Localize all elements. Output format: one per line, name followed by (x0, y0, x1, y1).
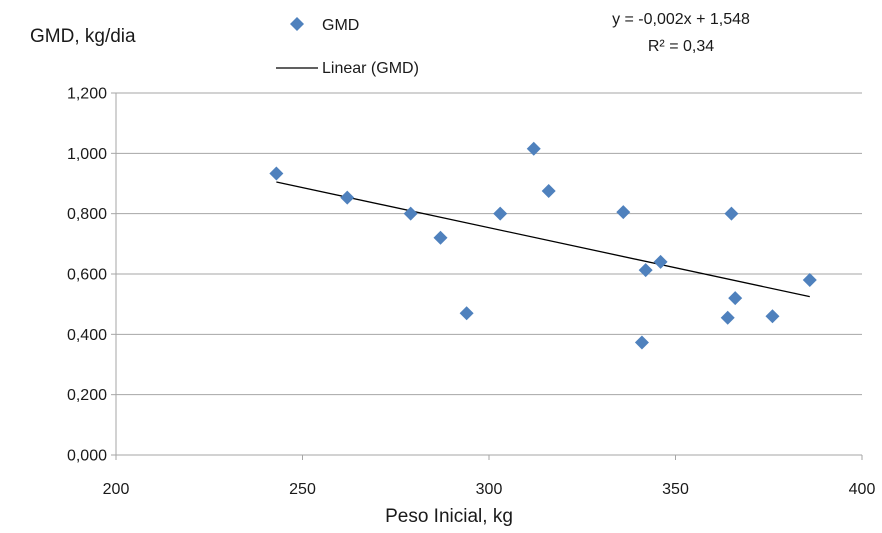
data-point-marker (541, 184, 556, 199)
legend-gmd-label: GMD (322, 17, 359, 34)
data-point-marker (638, 263, 653, 278)
data-point-marker (493, 206, 508, 221)
y-tick-label: 0,400 (67, 327, 107, 344)
y-tick-labels: 0,000 0,200 0,400 0,600 0,800 1,000 1,200 (67, 86, 116, 465)
x-tick-label: 300 (476, 481, 503, 498)
data-point-marker (340, 190, 355, 205)
y-axis-title: GMD, kg/dia (30, 26, 136, 47)
data-point-marker (459, 306, 474, 321)
x-tick-label: 250 (289, 481, 316, 498)
data-point-marker (802, 273, 817, 288)
legend: GMD Linear (GMD) (276, 17, 419, 77)
x-tick-label: 400 (849, 481, 876, 498)
data-point-marker (403, 206, 418, 221)
data-point-marker (269, 166, 284, 181)
trendline-group (276, 181, 810, 298)
x-tick-label: 350 (662, 481, 689, 498)
data-point-marker (765, 309, 780, 324)
legend-trendline-label: Linear (GMD) (322, 60, 419, 77)
data-point-marker (653, 254, 668, 269)
y-tick-label: 1,000 (67, 146, 107, 163)
trendline-equation: y = -0,002x + 1,548 R² = 0,34 (612, 11, 750, 55)
y-tick-label: 0,200 (67, 387, 107, 404)
y-tick-label: 0,000 (67, 448, 107, 465)
data-point-marker (728, 291, 743, 306)
data-point-marker (634, 335, 649, 350)
x-tick-labels: 200 250 300 350 400 (103, 455, 876, 498)
data-point-marker (616, 205, 631, 220)
r-squared-label: R² = 0,34 (648, 38, 714, 55)
trendline (276, 181, 810, 298)
x-axis-title: Peso Inicial, kg (385, 506, 513, 527)
equation-label: y = -0,002x + 1,548 (612, 11, 750, 28)
gridlines (116, 92, 862, 396)
data-point-marker (720, 310, 735, 325)
data-point-marker (724, 206, 739, 221)
x-tick-label: 200 (103, 481, 130, 498)
data-points (269, 141, 817, 350)
y-tick-label: 0,600 (67, 267, 107, 284)
data-point-marker (526, 141, 541, 156)
data-point-marker (433, 230, 448, 245)
legend-gmd-marker-icon (290, 17, 304, 31)
y-tick-label: 0,800 (67, 206, 107, 223)
y-tick-label: 1,200 (67, 86, 107, 103)
